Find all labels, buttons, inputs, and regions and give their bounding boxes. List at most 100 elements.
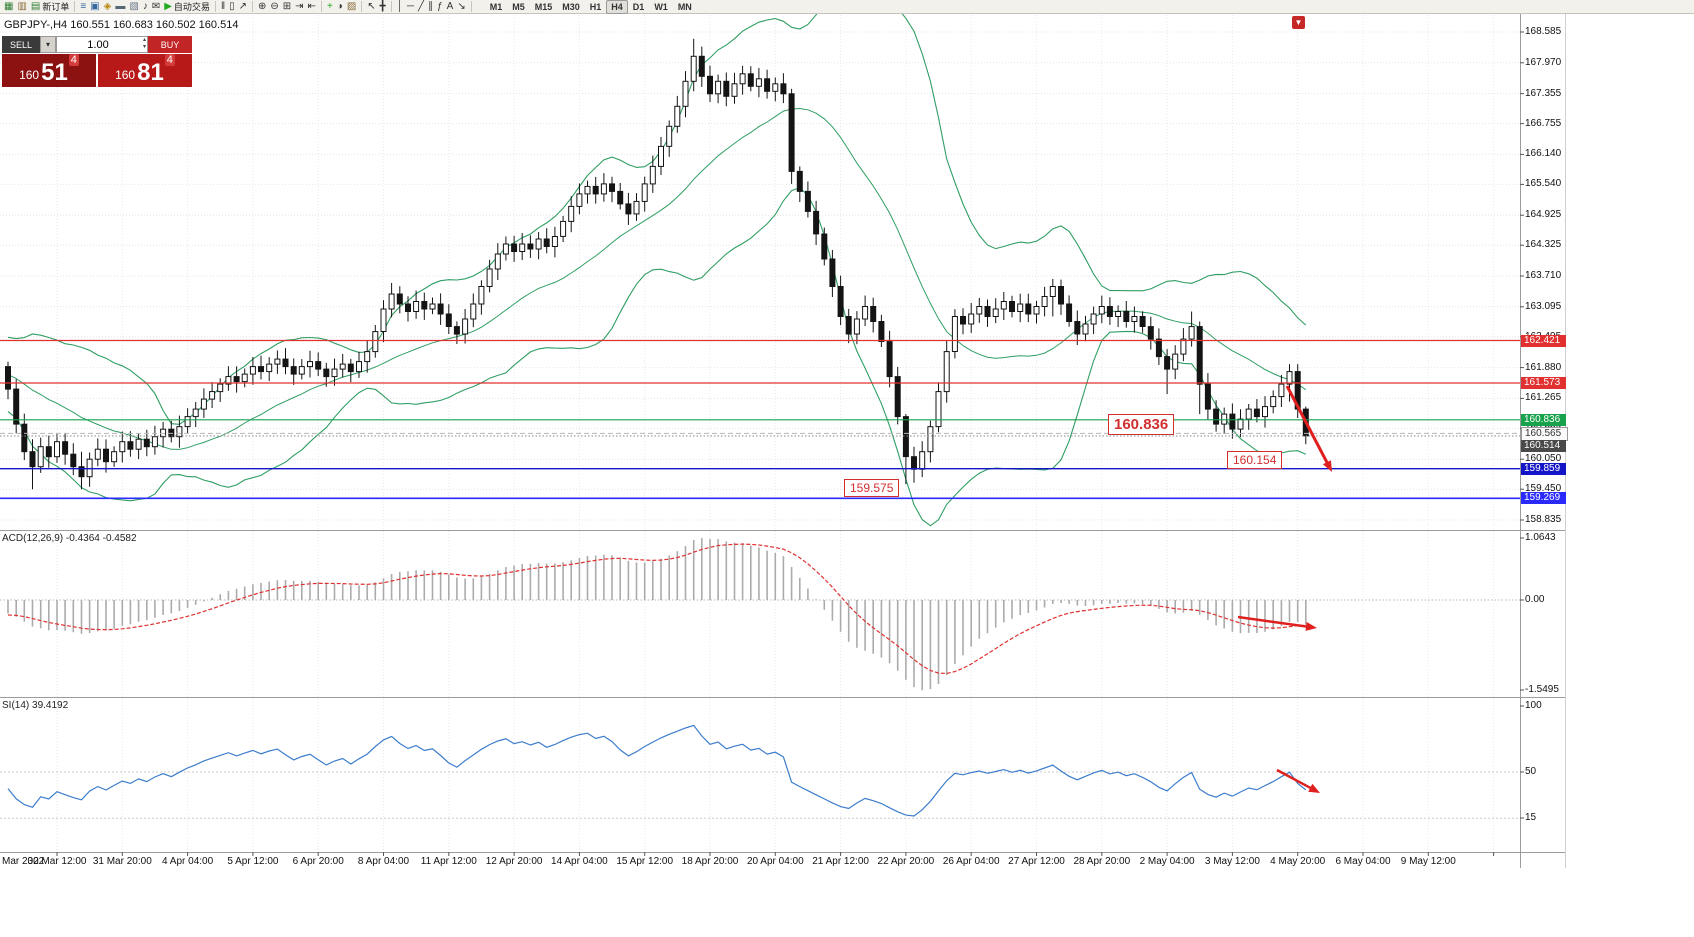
date-axis-label: 3 May 12:00	[1204, 856, 1260, 867]
arrows-tool-button[interactable]: ↘	[455, 1, 467, 13]
trendline-button[interactable]: ╱	[416, 1, 426, 13]
fibonacci-button[interactable]: ƒ	[435, 1, 445, 13]
price-axis-label: 163.095	[1525, 300, 1562, 312]
price-axis-label: 160.050	[1525, 453, 1562, 465]
channel-button[interactable]: ∥	[426, 1, 435, 13]
date-axis-label: 30 Mar 12:00	[27, 856, 87, 867]
timeframe-button-h1[interactable]: H1	[589, 1, 602, 12]
panel-separator-time[interactable]	[0, 850, 1566, 854]
rsi-panel-plot[interactable]	[0, 698, 1520, 851]
toolbar-separator	[251, 1, 253, 12]
buy-button[interactable]: BUY	[148, 36, 192, 53]
timeframe-button-h4[interactable]: H4	[606, 0, 628, 14]
email-button[interactable]: ✉	[150, 1, 162, 13]
periods-icon: ◑	[336, 0, 343, 12]
buy-price-tile[interactable]: 160 81 4	[98, 54, 192, 87]
cursor-icon: ↖	[367, 0, 376, 12]
date-axis-label: Mar 2022	[2, 856, 45, 867]
cursor-button[interactable]: ↖	[365, 1, 377, 13]
volume-input[interactable]: 1.00 ▴ ▾	[56, 36, 148, 53]
vertical-line-icon: │	[396, 0, 403, 12]
toolbar-separator	[470, 1, 472, 12]
timeframe-button-d1[interactable]: D1	[632, 1, 645, 12]
panel-separator-rsi[interactable]	[0, 695, 1566, 699]
price-axis-label: 166.140	[1525, 148, 1562, 160]
sell-price-tile[interactable]: 160 51 4	[2, 54, 96, 87]
price-axis-label: 158.835	[1525, 514, 1562, 525]
navigator-button[interactable]: ◈	[102, 1, 114, 13]
panel-separator-macd[interactable]	[0, 528, 1566, 532]
new-chart-button[interactable]: ▦	[2, 1, 15, 13]
templates-button[interactable]: ▨	[345, 1, 358, 13]
spin-down-icon[interactable]: ▾	[142, 44, 146, 50]
new-order-icon: ▤	[30, 0, 41, 12]
zoom-in-icon: ⊕	[257, 0, 267, 12]
price-axis-label: 165.540	[1525, 178, 1562, 190]
toolbar-separator	[74, 1, 76, 12]
sell-button[interactable]: SELL	[2, 36, 40, 53]
macd-axis-label: -1.5495	[1525, 684, 1559, 695]
price-axis-label: 166.755	[1525, 117, 1562, 129]
indicators-button[interactable]: +	[325, 1, 335, 13]
chart-profiles-button[interactable]: ▥	[15, 1, 28, 13]
date-axis-label: 6 May 04:00	[1335, 856, 1391, 867]
sound-button[interactable]: ♪	[141, 1, 150, 13]
macd-panel-plot[interactable]	[0, 531, 1520, 696]
toolbar-separator	[390, 1, 392, 12]
market-watch-button[interactable]: ≡	[78, 1, 88, 13]
data-window-icon: ▣	[90, 0, 100, 12]
strategy-tester-icon: ▧	[129, 0, 139, 12]
zoom-out-button[interactable]: ⊖	[268, 1, 280, 13]
date-axis-label: 11 Apr 12:00	[420, 856, 477, 867]
timeframe-button-m15[interactable]: M15	[534, 1, 553, 12]
strategy-tester-button[interactable]: ▧	[127, 1, 140, 13]
chart-shift-marker-icon[interactable]: ▼	[1292, 16, 1305, 29]
timeframe-button-m30[interactable]: M30	[562, 1, 580, 12]
main-chart-plot[interactable]	[0, 14, 1520, 530]
zoom-in-button[interactable]: ⊕	[256, 1, 268, 13]
resistance-line-162421-label: 162.421	[1521, 335, 1566, 347]
candlestick-button[interactable]: ▯	[227, 1, 237, 13]
terminal-button[interactable]: ▬	[113, 1, 127, 13]
crosshair-button[interactable]: ╋	[378, 1, 388, 13]
line-chart-button[interactable]: ↗	[237, 1, 249, 13]
tile-windows-button[interactable]: ⊞	[281, 1, 293, 13]
tile-windows-icon: ⊞	[282, 0, 292, 12]
spin-up-icon[interactable]: ▴	[142, 37, 146, 43]
vertical-line-button[interactable]: │	[395, 1, 405, 13]
one-click-trading-panel: SELL ▾ 1.00 ▴ ▾ BUY 160 51 4 160 81 4	[2, 36, 192, 87]
timeframe-button-m1[interactable]: M1	[489, 1, 503, 12]
data-window-button[interactable]: ▣	[88, 1, 101, 13]
text-button[interactable]: A	[445, 1, 456, 13]
date-axis-label: 18 Apr 20:00	[681, 856, 739, 867]
timeframe-button-m5[interactable]: M5	[512, 1, 525, 12]
date-axis-label: 15 Apr 12:00	[616, 856, 674, 867]
auto-trading-button[interactable]: ▶ 自动交易	[162, 1, 212, 13]
date-axis-label: 9 May 12:00	[1400, 856, 1456, 867]
timeframe-button-mn[interactable]: MN	[677, 1, 692, 12]
periods-button[interactable]: ◑	[335, 1, 345, 13]
buy-price-big: 81	[137, 59, 164, 86]
date-axis-label: 21 Apr 12:00	[812, 856, 869, 867]
date-axis-label: 20 Apr 04:00	[746, 856, 804, 867]
horizontal-line-button[interactable]: ─	[405, 1, 416, 13]
timeframe-button-w1[interactable]: W1	[654, 1, 668, 12]
auto-scroll-button[interactable]: ⇥	[293, 1, 305, 13]
date-axis-label: 31 Mar 20:00	[92, 856, 152, 867]
chart-shift-button[interactable]: ⇤	[306, 1, 318, 13]
email-icon: ✉	[151, 0, 161, 12]
date-axis-label: 28 Apr 20:00	[1073, 856, 1131, 867]
new-chart-icon: ▦	[4, 0, 14, 12]
auto-scroll-icon: ⇥	[295, 0, 304, 12]
price-annotation[interactable]: 160.836	[1108, 414, 1175, 435]
new-order-button[interactable]: ▤ 新订单	[29, 1, 71, 13]
price-axis-label: 168.585	[1525, 26, 1562, 37]
price-axis-label: 159.450	[1525, 483, 1562, 495]
sell-price-pipette: 4	[68, 54, 79, 66]
sell-price-big: 51	[41, 59, 68, 86]
price-annotation[interactable]: 160.154	[1227, 451, 1283, 469]
bar-chart-button[interactable]: ‖	[219, 1, 227, 13]
price-annotation[interactable]: 159.575	[844, 479, 900, 497]
volume-dropdown[interactable]: ▾	[40, 36, 56, 53]
